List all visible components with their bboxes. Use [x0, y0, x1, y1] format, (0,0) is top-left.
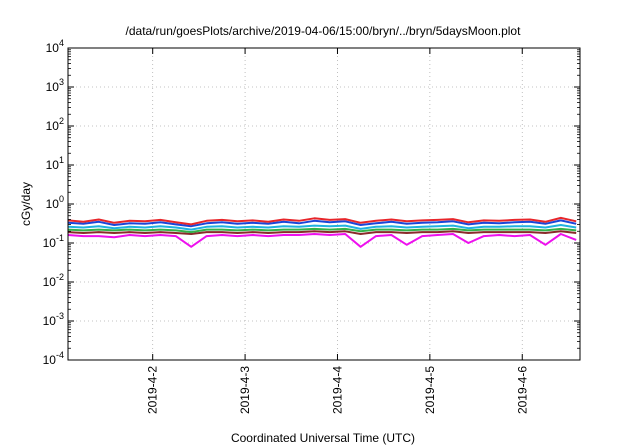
y-tick-exponent: -3 — [56, 311, 64, 321]
y-tick-exponent: 1 — [59, 155, 64, 165]
grid — [68, 48, 580, 360]
x-tick-label: 2019-4-5 — [423, 366, 437, 414]
y-tick-label: 102 — [46, 116, 64, 133]
y-tick-exponent: 4 — [59, 38, 64, 48]
series-line-0 — [67, 216, 577, 226]
y-axis-label: cGy/day — [19, 182, 33, 226]
y-tick-exponent: -4 — [56, 350, 64, 360]
y-tick-label: 10-4 — [43, 350, 64, 367]
y-tick-label: 103 — [46, 77, 64, 94]
x-tick-label: 2019-4-6 — [515, 366, 529, 414]
chart-title: /data/run/goesPlots/archive/2019-04-06/1… — [126, 24, 522, 38]
y-tick-label: 101 — [46, 155, 64, 172]
x-tick-label: 2019-4-2 — [146, 366, 160, 414]
y-tick-label: 10-2 — [43, 272, 64, 289]
y-tick-exponent: -2 — [56, 272, 64, 282]
x-axis: 2019-4-2 2019-4-3 2019-4-4 2019-4-5 2019-4-6 — [146, 48, 529, 414]
y-tick-exponent: 2 — [59, 116, 64, 126]
y-tick-exponent: 3 — [59, 77, 64, 87]
y-tick-label: 100 — [46, 194, 64, 211]
series-line-3 — [67, 227, 577, 234]
x-tick-label: 2019-4-3 — [238, 366, 252, 414]
series-line-1 — [67, 219, 577, 228]
y-tick-label: 104 — [46, 38, 64, 55]
series-line-5 — [67, 233, 577, 248]
y-tick-label: 10-1 — [43, 233, 64, 250]
series-layer — [67, 216, 577, 248]
series-line-4 — [67, 230, 577, 235]
y-tick-exponent: 0 — [59, 194, 64, 204]
y-tick-exponent: -1 — [56, 233, 64, 243]
series-line-2 — [67, 224, 577, 231]
y-tick-label: 10-3 — [43, 311, 64, 328]
x-tick-label: 2019-4-4 — [330, 366, 344, 414]
x-axis-label: Coordinated Universal Time (UTC) — [231, 431, 415, 445]
